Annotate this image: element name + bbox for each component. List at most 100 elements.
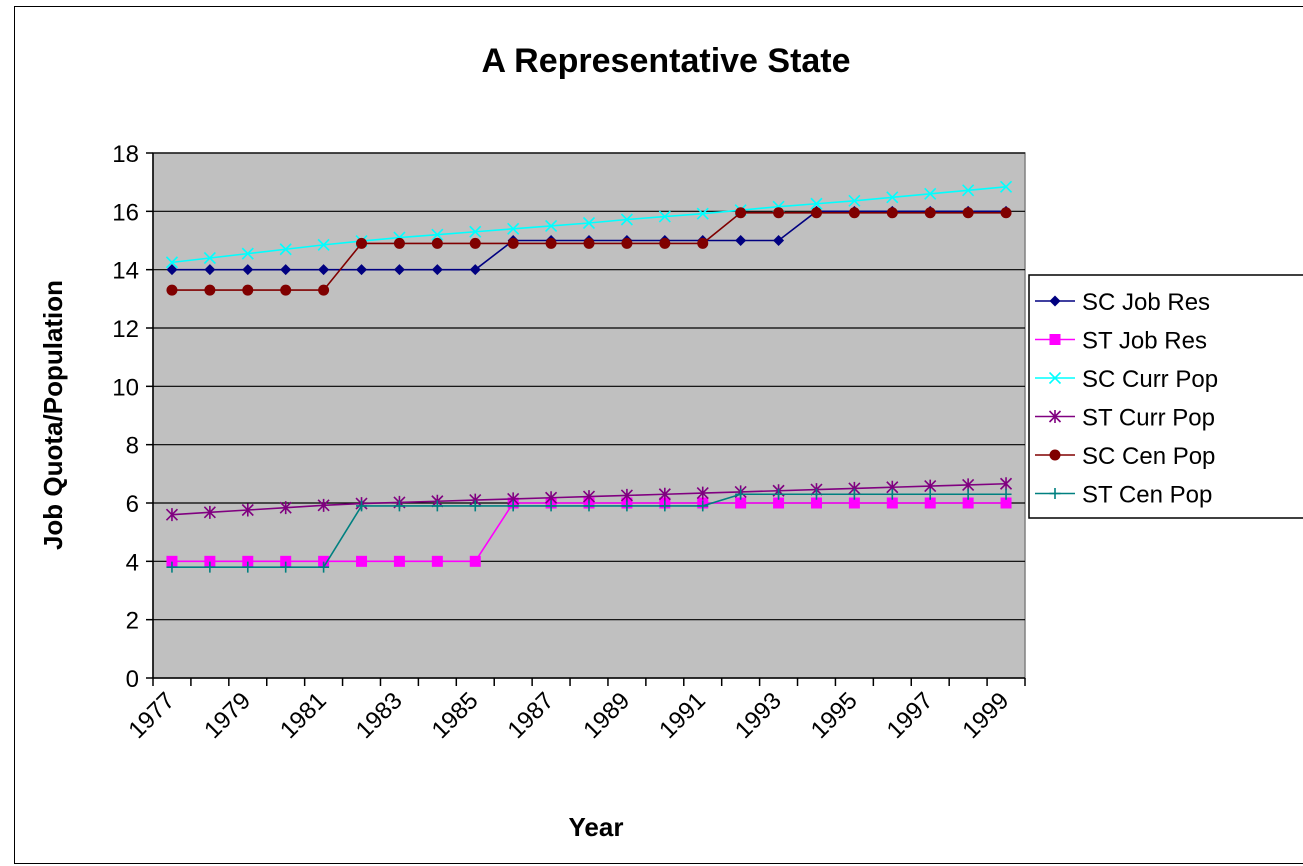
data-point-st-job-res bbox=[735, 497, 747, 509]
data-point-st-cen-pop bbox=[962, 488, 974, 500]
data-point-sc-cen-pop bbox=[356, 237, 368, 249]
x-axis-title: Year bbox=[569, 812, 624, 842]
data-point-sc-curr-pop bbox=[848, 194, 861, 207]
data-point-st-job-res bbox=[431, 555, 443, 567]
y-tick-label: 10 bbox=[112, 374, 139, 401]
data-point-st-job-res bbox=[469, 555, 481, 567]
data-point-sc-cen-pop bbox=[393, 237, 405, 249]
data-point-st-cen-pop bbox=[583, 500, 595, 512]
data-point-sc-cen-pop bbox=[697, 237, 709, 249]
data-point-st-job-res bbox=[810, 497, 822, 509]
data-point-st-curr-pop bbox=[620, 488, 633, 502]
data-point-st-cen-pop bbox=[773, 488, 785, 500]
data-point-sc-cen-pop bbox=[886, 207, 898, 219]
legend-label-st-curr-pop: ST Curr Pop bbox=[1082, 405, 1215, 432]
data-point-sc-cen-pop bbox=[773, 207, 785, 219]
data-point-st-curr-pop bbox=[317, 498, 330, 512]
legend-label-st-job-res: ST Job Res bbox=[1082, 328, 1207, 355]
data-point-sc-curr-pop bbox=[545, 219, 558, 232]
data-point-sc-cen-pop bbox=[659, 237, 671, 249]
data-point-sc-cen-pop bbox=[810, 207, 822, 219]
data-point-st-curr-pop bbox=[279, 501, 292, 515]
y-tick-label: 14 bbox=[112, 258, 139, 285]
x-tick-label: 1987 bbox=[502, 687, 559, 744]
data-point-st-job-res bbox=[1000, 497, 1012, 509]
data-point-sc-curr-pop bbox=[431, 228, 444, 241]
plot-background bbox=[152, 152, 1026, 679]
legend-marker-sc-cen-pop bbox=[1049, 449, 1061, 461]
data-point-sc-curr-pop bbox=[658, 210, 671, 223]
legend: SC Job Res ST Job Res SC Curr Pop ST Curr P… bbox=[1028, 274, 1303, 519]
data-point-st-cen-pop bbox=[204, 561, 216, 573]
y-tick-label: 8 bbox=[126, 433, 139, 460]
data-point-sc-cen-pop bbox=[242, 284, 254, 296]
legend-label-sc-job-res: SC Job Res bbox=[1082, 289, 1210, 316]
data-point-sc-job-res bbox=[242, 264, 254, 276]
data-point-sc-curr-pop bbox=[696, 207, 709, 220]
x-tick-label: 1985 bbox=[427, 687, 484, 744]
y-tick-label: 16 bbox=[112, 199, 139, 226]
data-point-st-job-res bbox=[356, 555, 368, 567]
data-point-sc-cen-pop bbox=[469, 237, 481, 249]
x-tick-label: 1993 bbox=[730, 687, 787, 744]
data-point-st-cen-pop bbox=[735, 488, 747, 500]
data-point-sc-job-res bbox=[356, 264, 368, 276]
x-tick-label: 1977 bbox=[123, 687, 180, 744]
data-point-st-cen-pop bbox=[697, 500, 709, 512]
legend-marker-sc-job-res bbox=[1049, 295, 1061, 307]
data-point-sc-curr-pop bbox=[962, 184, 975, 197]
data-point-st-curr-pop bbox=[696, 486, 709, 500]
data-point-sc-job-res bbox=[166, 264, 178, 276]
legend-label-sc-cen-pop: SC Cen Pop bbox=[1082, 443, 1215, 470]
x-tick-label: 1999 bbox=[957, 687, 1014, 744]
data-point-st-job-res bbox=[886, 497, 898, 509]
data-point-sc-cen-pop bbox=[318, 284, 330, 296]
data-point-sc-cen-pop bbox=[545, 237, 557, 249]
y-tick-label: 18 bbox=[112, 141, 139, 168]
y-tick-label: 12 bbox=[112, 316, 139, 343]
data-point-sc-curr-pop bbox=[620, 213, 633, 226]
data-point-st-cen-pop bbox=[924, 488, 936, 500]
data-point-st-cen-pop bbox=[810, 488, 822, 500]
y-tick-label: 0 bbox=[126, 666, 139, 693]
data-point-st-cen-pop bbox=[507, 500, 519, 512]
data-point-sc-curr-pop bbox=[507, 222, 520, 235]
data-point-st-job-res bbox=[204, 555, 216, 567]
data-point-sc-cen-pop bbox=[507, 237, 519, 249]
y-tick-label: 6 bbox=[126, 491, 139, 518]
legend-label-st-cen-pop: ST Cen Pop bbox=[1082, 482, 1212, 509]
data-point-st-job-res bbox=[393, 555, 405, 567]
data-point-sc-cen-pop bbox=[431, 237, 443, 249]
data-point-st-cen-pop bbox=[621, 500, 633, 512]
data-point-st-cen-pop bbox=[280, 561, 292, 573]
data-point-sc-job-res bbox=[280, 264, 292, 276]
data-point-st-curr-pop bbox=[241, 503, 254, 517]
data-point-sc-cen-pop bbox=[204, 284, 216, 296]
y-tick-label: 4 bbox=[126, 549, 139, 576]
data-point-st-cen-pop bbox=[356, 500, 368, 512]
y-axis-title: Job Quota/Population bbox=[38, 280, 68, 550]
data-point-st-curr-pop bbox=[165, 508, 179, 522]
data-point-sc-cen-pop bbox=[621, 237, 633, 249]
x-tick-label: 1991 bbox=[654, 687, 711, 744]
data-point-sc-job-res bbox=[204, 264, 216, 276]
x-tick-label: 1989 bbox=[578, 687, 635, 744]
legend-marker-st-curr-pop bbox=[1048, 410, 1062, 423]
data-point-st-cen-pop bbox=[242, 561, 254, 573]
x-tick-label: 1983 bbox=[351, 687, 408, 744]
data-point-sc-curr-pop bbox=[241, 247, 254, 260]
data-point-st-cen-pop bbox=[431, 500, 443, 512]
data-point-st-cen-pop bbox=[469, 500, 481, 512]
data-point-sc-cen-pop bbox=[280, 284, 292, 296]
data-point-st-job-res bbox=[242, 555, 254, 567]
legend-label-sc-curr-pop: SC Curr Pop bbox=[1082, 366, 1218, 393]
legend-marker-sc-curr-pop bbox=[1048, 371, 1062, 385]
data-point-st-job-res bbox=[280, 555, 292, 567]
data-point-sc-job-res bbox=[318, 264, 330, 276]
data-point-sc-cen-pop bbox=[735, 207, 747, 219]
data-point-sc-curr-pop bbox=[203, 251, 216, 265]
data-point-st-cen-pop bbox=[166, 561, 178, 573]
data-point-st-cen-pop bbox=[659, 500, 671, 512]
data-point-sc-job-res bbox=[393, 264, 405, 276]
